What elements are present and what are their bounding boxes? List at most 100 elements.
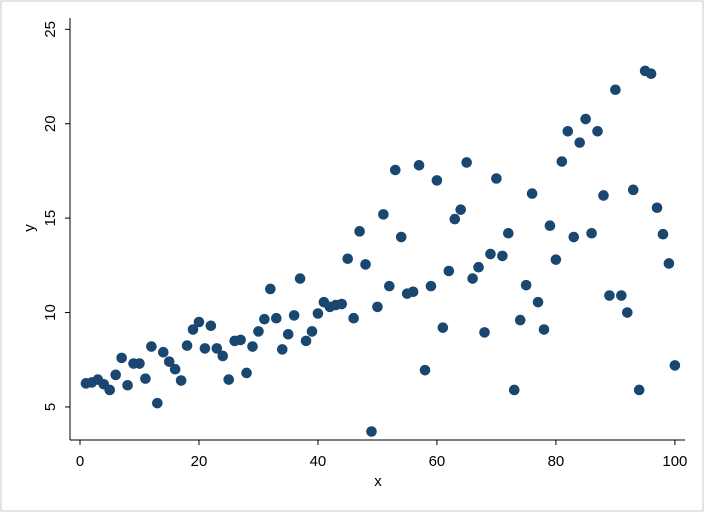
point	[592, 125, 603, 137]
point	[205, 320, 217, 332]
point	[473, 261, 484, 273]
point	[140, 373, 151, 384]
point	[538, 324, 550, 335]
point	[651, 202, 663, 214]
point	[598, 190, 609, 201]
point	[503, 227, 514, 239]
point	[271, 312, 282, 324]
point	[116, 352, 127, 364]
point	[621, 307, 633, 318]
y-tick-label: 25	[42, 21, 59, 38]
point	[122, 379, 133, 391]
point	[544, 220, 556, 231]
point	[461, 157, 472, 168]
point	[550, 254, 562, 265]
point	[508, 384, 520, 396]
point	[389, 164, 401, 176]
point	[431, 175, 443, 186]
point	[645, 68, 657, 80]
point	[580, 113, 591, 125]
point	[181, 340, 193, 351]
point	[265, 283, 276, 295]
point	[467, 273, 478, 284]
point	[520, 279, 532, 291]
point	[366, 426, 377, 437]
point	[413, 159, 425, 171]
point	[312, 308, 324, 319]
x-tick-label: 60	[429, 453, 446, 470]
point	[437, 322, 449, 333]
point	[175, 375, 187, 386]
point	[104, 384, 116, 396]
point	[372, 301, 383, 313]
point	[574, 137, 586, 148]
point	[479, 327, 490, 338]
point	[616, 290, 627, 301]
point	[110, 369, 121, 381]
point	[294, 273, 306, 284]
point	[514, 314, 526, 326]
point	[253, 326, 264, 337]
point	[395, 231, 407, 243]
point	[360, 259, 371, 270]
point	[241, 367, 252, 379]
point	[669, 360, 681, 371]
point	[146, 341, 157, 352]
point	[288, 310, 300, 321]
point	[354, 226, 365, 237]
point	[532, 296, 544, 308]
point	[348, 312, 359, 324]
point	[217, 350, 229, 362]
point	[134, 358, 145, 369]
point	[259, 313, 270, 325]
x-tick-label: 80	[548, 453, 565, 470]
point	[157, 346, 169, 358]
point	[407, 286, 419, 298]
point	[633, 384, 645, 396]
point	[449, 213, 461, 225]
y-tick-label: 5	[42, 403, 59, 411]
point	[491, 173, 502, 184]
y-tick-label: 15	[42, 210, 59, 227]
point	[455, 204, 467, 215]
point	[306, 326, 318, 337]
point	[300, 335, 312, 347]
point	[497, 250, 508, 262]
point	[247, 341, 258, 352]
x-tick-label: 40	[310, 453, 327, 470]
point	[342, 253, 353, 265]
point	[384, 280, 395, 292]
point	[586, 227, 597, 239]
point	[187, 324, 199, 335]
point	[526, 188, 538, 199]
point	[211, 343, 223, 354]
point	[282, 328, 294, 340]
point	[663, 258, 675, 269]
point	[604, 290, 615, 301]
point	[199, 343, 211, 354]
point	[556, 156, 568, 167]
point	[152, 397, 163, 409]
y-tick-label: 10	[42, 304, 59, 321]
y-tick-label: 20	[42, 115, 59, 132]
point	[419, 364, 431, 376]
point	[235, 334, 246, 346]
x-tick-label: 0	[76, 453, 84, 470]
point	[562, 125, 574, 137]
x-tick-label: 20	[191, 453, 208, 470]
point	[276, 344, 288, 355]
point	[336, 298, 348, 310]
x-tick-label: 100	[662, 453, 687, 470]
point	[627, 184, 639, 196]
point	[485, 248, 496, 260]
point	[443, 265, 455, 277]
point	[223, 374, 235, 385]
y-axis-label: y	[21, 224, 38, 232]
point	[169, 363, 181, 375]
point	[568, 231, 580, 243]
point	[657, 228, 669, 240]
point	[163, 356, 175, 367]
point	[610, 84, 621, 96]
x-axis-label: x	[374, 473, 382, 490]
